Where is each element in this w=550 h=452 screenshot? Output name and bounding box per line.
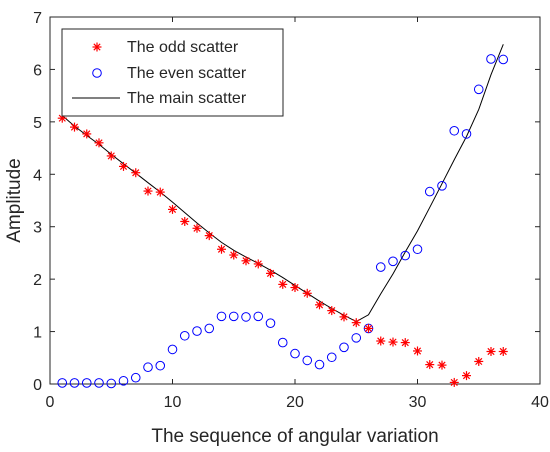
odd-scatter-point (327, 306, 337, 316)
y-tick-label: 4 (33, 167, 42, 184)
odd-scatter-point (400, 338, 410, 348)
odd-scatter-point (94, 138, 104, 148)
even-scatter-point (155, 360, 166, 371)
even-scatter-point (143, 362, 153, 373)
even-scatter-point (498, 54, 509, 65)
even-scatter-point (57, 378, 68, 388)
odd-scatter-point (339, 312, 349, 322)
x-tick-label: 10 (164, 394, 182, 411)
even-scatter-point (81, 378, 92, 388)
y-tick-label: 7 (33, 10, 42, 27)
even-scatter-point (400, 250, 411, 261)
even-scatter-point (228, 311, 239, 322)
odd-scatter-point (192, 223, 202, 233)
even-scatter-point (461, 129, 472, 139)
odd-scatter-point (437, 360, 447, 370)
odd-scatter-point (143, 186, 153, 196)
legend-label: The main scatter (127, 90, 247, 107)
odd-scatter-point (229, 250, 239, 260)
y-axis-label: Amplitude (4, 158, 25, 243)
x-tick-label: 0 (46, 394, 55, 411)
legend-box (61, 28, 284, 117)
x-tick-label: 40 (531, 394, 549, 411)
even-scatter-point (253, 311, 264, 322)
y-tick-label: 3 (33, 220, 42, 237)
odd-scatter-point (302, 288, 312, 298)
data-marks (57, 44, 509, 389)
even-scatter-point (388, 256, 398, 267)
odd-scatter-point (70, 122, 79, 132)
odd-scatter-point (462, 371, 471, 381)
odd-scatter-point (364, 323, 373, 333)
even-scatter-point (69, 378, 80, 388)
odd-scatter-point (155, 187, 165, 197)
even-scatter-point (106, 378, 117, 389)
odd-scatter-point (266, 268, 275, 278)
even-scatter-point (314, 359, 325, 370)
even-scatter-point (339, 342, 349, 353)
even-scatter-point (302, 355, 313, 366)
odd-scatter-point (278, 279, 288, 289)
odd-scatter-point (131, 168, 141, 178)
even-scatter-point (473, 84, 484, 95)
y-tick-label: 0 (33, 377, 42, 394)
odd-scatter-point (180, 216, 190, 226)
even-scatter-point (351, 333, 362, 343)
odd-scatter-point (388, 337, 398, 347)
odd-scatter-point (486, 346, 496, 356)
even-scatter-point (290, 348, 300, 359)
odd-scatter-point (253, 259, 263, 269)
odd-scatter-point (351, 318, 361, 328)
odd-scatter-point (168, 204, 177, 214)
odd-scatter-point (315, 300, 324, 310)
legend-label: The even scatter (127, 65, 247, 82)
odd-scatter-point (119, 161, 128, 171)
legend-label: The odd scatter (127, 39, 239, 56)
odd-scatter-point (82, 129, 92, 139)
odd-scatter-point (498, 346, 508, 356)
even-scatter-point (449, 125, 460, 136)
y-tick-label: 2 (33, 272, 42, 289)
odd-scatter-point (376, 336, 386, 346)
even-scatter-point (167, 344, 178, 355)
even-scatter-point (412, 244, 423, 255)
even-scatter-point (265, 318, 276, 328)
even-scatter-point (375, 262, 386, 272)
even-scatter-point (118, 376, 129, 386)
odd-scatter-point (204, 231, 214, 241)
odd-scatter-point (413, 346, 422, 356)
even-scatter-point (486, 54, 496, 64)
even-scatter-point (94, 378, 104, 388)
odd-scatter-point (425, 360, 435, 370)
even-scatter-point (326, 352, 337, 363)
odd-scatter-point (474, 356, 484, 366)
even-scatter-point (277, 337, 288, 348)
odd-scatter-point (449, 377, 459, 387)
y-tick-label: 1 (33, 325, 42, 342)
legend: The odd scatter The even scatter The main … (61, 28, 284, 117)
odd-scatter-point (290, 283, 300, 293)
even-scatter-point (179, 330, 190, 341)
odd-scatter-point (217, 244, 226, 254)
even-scatter-point (204, 323, 215, 334)
axis-ticks: 0 10 20 30 40 0 1 2 3 4 5 6 7 (33, 10, 549, 411)
legend-marker-even (92, 68, 102, 78)
x-axis-label: The sequence of angular variation (151, 426, 438, 447)
y-tick-label: 6 (33, 62, 42, 79)
legend-marker-odd (92, 42, 102, 52)
x-tick-label: 30 (409, 394, 427, 411)
even-scatter-point (241, 312, 251, 322)
y-tick-label: 5 (33, 115, 42, 132)
odd-scatter-point (106, 151, 116, 161)
even-scatter-point (192, 326, 202, 336)
x-tick-label: 20 (286, 394, 304, 411)
even-scatter-point (424, 186, 435, 197)
even-scatter-point (437, 181, 447, 191)
even-scatter-point (216, 311, 227, 322)
even-scatter-point (130, 372, 141, 383)
odd-scatter-point (241, 256, 251, 266)
